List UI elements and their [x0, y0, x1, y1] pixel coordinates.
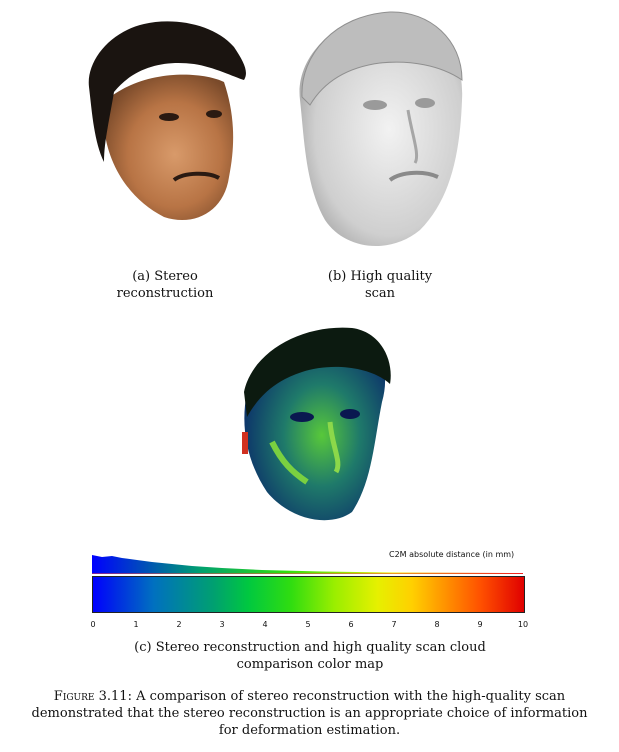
scan-face-eye-left: [363, 100, 387, 110]
scan-face-hair: [301, 11, 463, 106]
colormap-face-image: [242, 327, 391, 521]
colormap-face-cheek-highlight: [269, 440, 309, 485]
colormap-face-edge-red: [242, 432, 248, 454]
colormap-tick-label: 0: [90, 620, 96, 629]
high-quality-scan-image: [299, 11, 463, 247]
colormap-face-eye-left: [290, 412, 314, 422]
colormap-tick-label: 1: [133, 620, 139, 629]
colormap-face-nose: [327, 421, 341, 474]
colormap-tick-label: 6: [348, 620, 354, 629]
stereo-face-hair: [88, 21, 246, 162]
colormap-tick-label: 4: [262, 620, 268, 629]
colormap-face-hair: [244, 327, 391, 417]
stereo-reconstruction-image: [88, 21, 246, 221]
subfigure-a-caption-line1: (a) Stereo: [132, 269, 198, 284]
figure-caption-text1: A comparison of stereo reconstruction wi…: [136, 689, 566, 704]
colormap-tick-label: 5: [305, 620, 311, 629]
scan-face-mustache: [388, 170, 439, 182]
colormap-tick-label: 3: [219, 620, 225, 629]
colormap-bar: [92, 576, 525, 613]
histogram-title: C2M absolute distance (in mm): [389, 550, 515, 559]
stereo-face-eye-left: [159, 113, 179, 121]
subfigure-a-caption-line2: reconstruction: [116, 286, 214, 301]
subfigure-a-caption: (a) Stereo reconstruction: [105, 268, 225, 302]
scan-face-nose: [406, 109, 419, 164]
subfigure-b-caption-line2: scan: [364, 286, 396, 301]
colormap-tick-label: 2: [176, 620, 182, 629]
stereo-face-skin: [103, 74, 234, 221]
figure-label: Figure 3.11:: [53, 689, 132, 704]
colormap-tick-label: 8: [434, 620, 440, 629]
histogram-area: [92, 555, 523, 574]
colormap-tick-label: 9: [477, 620, 483, 629]
figure-caption-line1: Figure 3.11: A comparison of stereo reco…: [10, 688, 609, 705]
subfigure-c-caption-line1: (c) Stereo reconstruction and high quali…: [134, 640, 486, 655]
figure-caption-line3: for deformation estimation.: [218, 723, 401, 738]
subfigure-b-caption-line1: (b) High quality: [327, 269, 433, 284]
subfigure-b-caption: (b) High quality scan: [315, 268, 445, 302]
distance-histogram: [92, 555, 523, 574]
scan-face-eye-right: [415, 98, 435, 108]
colormap-tick-label: 10: [517, 620, 529, 629]
figure-caption-line2: demonstrated that the stereo reconstruct…: [31, 706, 588, 721]
stereo-face-mustache: [172, 171, 221, 182]
stereo-face-eye-right: [206, 110, 222, 118]
colormap-tick-label: 7: [391, 620, 397, 629]
subfigure-c-caption-line2: comparison color map: [236, 657, 384, 672]
subfigure-c-caption: (c) Stereo reconstruction and high quali…: [120, 639, 500, 673]
figure-caption: Figure 3.11: A comparison of stereo reco…: [10, 688, 609, 739]
colormap-face-eye-right: [340, 409, 360, 419]
